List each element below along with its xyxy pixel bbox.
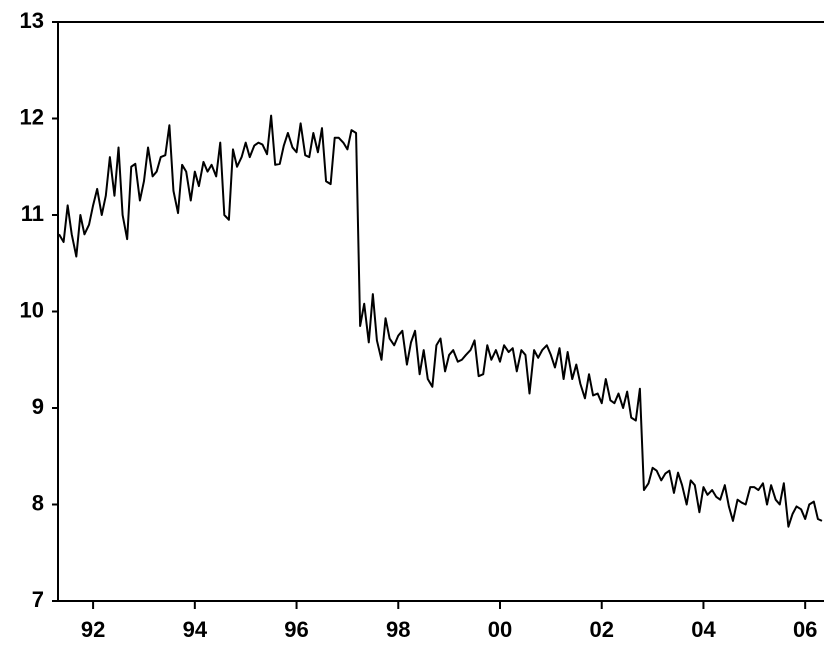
x-tick-label: 06 xyxy=(793,617,817,642)
x-tick-label: 92 xyxy=(81,617,105,642)
x-tick-label: 04 xyxy=(691,617,716,642)
y-tick-label: 9 xyxy=(32,394,44,419)
y-tick-label: 11 xyxy=(21,201,44,226)
x-tick-label: 94 xyxy=(183,617,208,642)
x-tick-label: 96 xyxy=(284,617,308,642)
series-line xyxy=(58,114,823,528)
x-tick-label: 02 xyxy=(589,617,613,642)
x-tick-label: 00 xyxy=(488,617,512,642)
y-tick-label: 13 xyxy=(20,8,44,33)
y-tick-label: 8 xyxy=(32,490,44,515)
x-tick-label: 98 xyxy=(386,617,410,642)
y-tick-label: 12 xyxy=(20,104,44,129)
y-tick-label: 10 xyxy=(20,297,44,322)
y-tick-label: 7 xyxy=(32,587,44,612)
